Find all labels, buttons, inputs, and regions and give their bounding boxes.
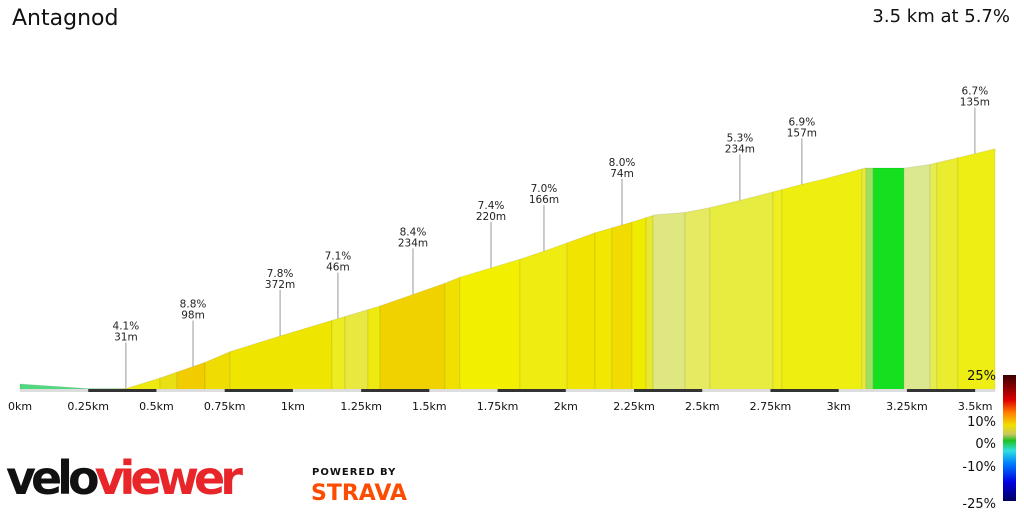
gradient-segment: [903, 163, 931, 391]
annotation-length: 46m: [326, 262, 350, 274]
gradient-legend-bar: [1003, 375, 1016, 501]
gradient-segment: [865, 167, 874, 391]
gradient-segment: [124, 377, 161, 391]
gradient-segment: [379, 282, 446, 391]
annotation-grade: 7.4%: [478, 200, 505, 212]
gradient-segment: [929, 162, 938, 391]
gradient-segment: [645, 214, 654, 391]
gradient-segment: [652, 211, 686, 391]
annotation-length: 166m: [529, 194, 559, 206]
gradient-segment: [444, 276, 461, 391]
annotation-length: 234m: [398, 237, 428, 249]
strava-logo: STRAVA: [311, 481, 407, 506]
gradient-segment: [936, 157, 959, 391]
annotation-grade: 4.1%: [113, 321, 140, 333]
annotation-length: 74m: [610, 168, 634, 180]
annotation-length: 220m: [476, 211, 506, 223]
gradient-segment: [861, 167, 867, 391]
annotation-grade: 7.0%: [531, 183, 558, 195]
gradient-segment: [159, 371, 178, 391]
annotation-length: 234m: [725, 143, 755, 155]
annotation-grade: 6.7%: [962, 86, 989, 98]
logo-velo: velo: [6, 451, 100, 505]
x-tick-label: 0.25km: [67, 400, 109, 413]
powered-by: POWERED BY: [312, 467, 397, 478]
annotation-grade: 8.4%: [400, 226, 427, 238]
climb-summary: 3.5 km at 5.7%: [872, 6, 1010, 27]
gradient-segment: [684, 206, 711, 391]
x-tick-label: 1.5km: [412, 400, 447, 413]
logo-viewer: viewer: [94, 451, 243, 505]
annotation-grade: 6.9%: [789, 116, 816, 128]
legend-label: 10%: [967, 415, 996, 430]
annotation-length: 372m: [265, 279, 295, 291]
annotation-grade: 5.3%: [727, 132, 754, 144]
gradient-segment: [367, 305, 381, 391]
distance-bar-segment: [770, 389, 839, 392]
distance-bar-segment: [497, 389, 566, 392]
gradient-segment: [957, 148, 996, 391]
gradient-segment: [204, 350, 231, 391]
x-tick-label: 1.25km: [340, 400, 382, 413]
annotation-length: 98m: [181, 310, 205, 322]
x-tick-label: 2km: [554, 400, 578, 413]
gradient-segment: [772, 188, 783, 391]
x-tick-label: 3.5km: [958, 400, 993, 413]
annotation-grade: 7.1%: [325, 251, 352, 263]
x-tick-label: 0km: [8, 400, 32, 413]
legend-label: 25%: [967, 369, 996, 384]
x-tick-label: 3km: [827, 400, 851, 413]
gradient-segment: [872, 167, 905, 391]
x-tick-label: 3.25km: [886, 400, 928, 413]
distance-bar-segment: [88, 389, 157, 392]
legend-label: -10%: [962, 460, 996, 475]
annotation-length: 135m: [960, 97, 990, 109]
gradient-segment: [344, 308, 369, 391]
x-tick-label: 0.5km: [139, 400, 174, 413]
veloviewer-logo: veloviewer: [6, 450, 243, 506]
annotation-grade: 8.8%: [180, 299, 207, 311]
x-tick-label: 2.25km: [613, 400, 655, 413]
gradient-segment: [519, 242, 568, 391]
legend-label: 0%: [975, 437, 996, 452]
gradient-segment: [631, 216, 647, 391]
distance-bar-segment: [906, 389, 976, 392]
x-tick-label: 0.75km: [204, 400, 246, 413]
gradient-segment: [594, 227, 613, 391]
x-tick-label: 2.5km: [685, 400, 720, 413]
climb-title: Antagnod: [12, 6, 119, 31]
gradient-segment: [229, 319, 333, 391]
gradient-segment: [709, 191, 774, 391]
x-tick-label: 1km: [281, 400, 305, 413]
gradient-segment: [331, 315, 346, 391]
legend-label: -25%: [962, 497, 996, 512]
annotation-grade: 8.0%: [609, 157, 636, 169]
annotation-length: 31m: [114, 332, 138, 344]
x-tick-label: 1.75km: [477, 400, 519, 413]
annotation-length: 157m: [787, 127, 817, 139]
gradient-segment: [176, 361, 206, 391]
distance-bar-segment: [361, 389, 430, 392]
gradient-segment: [566, 232, 596, 391]
x-tick-label: 2.75km: [750, 400, 792, 413]
distance-bar-segment: [224, 389, 293, 392]
annotation-grade: 7.8%: [267, 268, 294, 280]
distance-bar-segment: [634, 389, 703, 392]
gradient-segment: [781, 168, 863, 391]
gradient-segment: [459, 258, 521, 391]
gradient-segment: [611, 221, 633, 391]
